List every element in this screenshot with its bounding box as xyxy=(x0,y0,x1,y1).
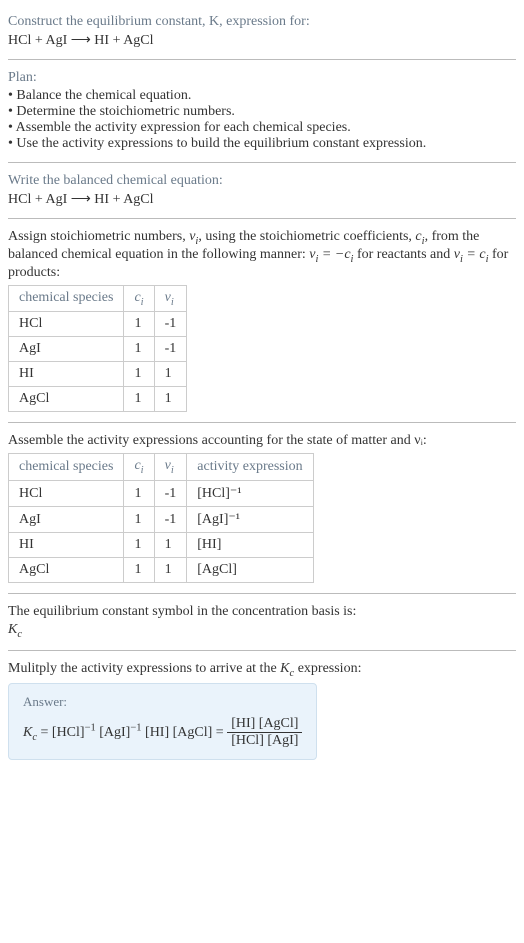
fraction: [HI] [AgCl] [HCl] [AgI] xyxy=(227,716,302,749)
rel-reactants: νi = −ci xyxy=(309,247,353,262)
cell-species: HCl xyxy=(9,312,124,337)
divider xyxy=(8,593,516,594)
cell-expr: [AgI]⁻¹ xyxy=(187,507,313,533)
table-row: AgI 1 -1 [AgI]⁻¹ xyxy=(9,507,314,533)
table-header-row: chemical species ci νi xyxy=(9,285,187,312)
cell-nu: 1 xyxy=(154,387,187,412)
cell-nu: -1 xyxy=(154,481,187,507)
cell-species: AgI xyxy=(9,337,124,362)
cell-c: 1 xyxy=(124,533,154,558)
divider xyxy=(8,59,516,60)
activity-table: chemical species ci νi activity expressi… xyxy=(8,453,314,583)
col-species: chemical species xyxy=(9,285,124,312)
plan-list: Balance the chemical equation. Determine… xyxy=(8,88,516,152)
kc-symbol-value: Kc xyxy=(8,622,516,640)
plan-item: Determine the stoichiometric numbers. xyxy=(8,104,516,120)
table-row: AgCl 1 1 xyxy=(9,387,187,412)
plan-item: Assemble the activity expression for eac… xyxy=(8,120,516,136)
col-c: ci xyxy=(124,285,154,312)
col-species: chemical species xyxy=(9,454,124,481)
prompt-title: Construct the equilibrium constant, K, e… xyxy=(8,14,516,30)
divider xyxy=(8,422,516,423)
cell-c: 1 xyxy=(124,558,154,583)
prompt-section: Construct the equilibrium constant, K, e… xyxy=(8,8,516,55)
plan-section: Plan: Balance the chemical equation. Det… xyxy=(8,64,516,158)
cell-nu: -1 xyxy=(154,337,187,362)
prompt-equation: HCl + AgI ⟶ HI + AgCl xyxy=(8,32,516,49)
cell-c: 1 xyxy=(124,507,154,533)
cell-expr: [HI] xyxy=(187,533,313,558)
kc-symbol-section: The equilibrium constant symbol in the c… xyxy=(8,598,516,646)
cell-c: 1 xyxy=(124,337,154,362)
fraction-numerator: [HI] [AgCl] xyxy=(227,716,302,733)
c-symbol: ci xyxy=(415,229,424,244)
multiply-title: Mulitply the activity expressions to arr… xyxy=(8,661,516,679)
col-nu: νi xyxy=(154,454,187,481)
cell-species: AgI xyxy=(9,507,124,533)
text: , using the stoichiometric coefficients, xyxy=(198,229,415,244)
rel-products: νi = ci xyxy=(454,247,489,262)
cell-c: 1 xyxy=(124,312,154,337)
stoich-intro: Assign stoichiometric numbers, νi, using… xyxy=(8,229,516,281)
divider xyxy=(8,650,516,651)
cell-species: HI xyxy=(9,362,124,387)
divider xyxy=(8,218,516,219)
text: Assign stoichiometric numbers, xyxy=(8,229,189,244)
answer-box: Answer: Kc = [HCl]−1 [AgI]−1 [HI] [AgCl]… xyxy=(8,683,317,760)
kc-symbol-title: The equilibrium constant symbol in the c… xyxy=(8,604,516,620)
cell-nu: 1 xyxy=(154,362,187,387)
divider xyxy=(8,162,516,163)
cell-species: HCl xyxy=(9,481,124,507)
kc-lhs: Kc xyxy=(23,725,37,740)
multiply-section: Mulitply the activity expressions to arr… xyxy=(8,655,516,766)
answer-label: Answer: xyxy=(23,694,302,710)
stoich-section: Assign stoichiometric numbers, νi, using… xyxy=(8,223,516,418)
text: for reactants and xyxy=(353,247,453,262)
plan-item: Balance the chemical equation. xyxy=(8,88,516,104)
activity-title: Assemble the activity expressions accoun… xyxy=(8,433,516,449)
cell-species: AgCl xyxy=(9,387,124,412)
col-nu: νi xyxy=(154,285,187,312)
balanced-equation: HCl + AgI ⟶ HI + AgCl xyxy=(8,191,516,208)
nu-symbol: νi xyxy=(189,229,198,244)
cell-c: 1 xyxy=(124,481,154,507)
cell-nu: 1 xyxy=(154,533,187,558)
table-row: HCl 1 -1 xyxy=(9,312,187,337)
table-row: HI 1 1 [HI] xyxy=(9,533,314,558)
eq-text: = [HCl]−1 [AgI]−1 [HI] [AgCl] = xyxy=(41,725,228,740)
col-expr: activity expression xyxy=(187,454,313,481)
cell-c: 1 xyxy=(124,387,154,412)
plan-item: Use the activity expressions to build th… xyxy=(8,136,516,152)
table-row: HCl 1 -1 [HCl]⁻¹ xyxy=(9,481,314,507)
cell-species: AgCl xyxy=(9,558,124,583)
cell-nu: -1 xyxy=(154,312,187,337)
table-row: HI 1 1 xyxy=(9,362,187,387)
cell-expr: [HCl]⁻¹ xyxy=(187,481,313,507)
cell-c: 1 xyxy=(124,362,154,387)
cell-expr: [AgCl] xyxy=(187,558,313,583)
balanced-title: Write the balanced chemical equation: xyxy=(8,173,516,189)
answer-expression: Kc = [HCl]−1 [AgI]−1 [HI] [AgCl] = [HI] … xyxy=(23,716,302,749)
activity-section: Assemble the activity expressions accoun… xyxy=(8,427,516,589)
table-row: AgI 1 -1 xyxy=(9,337,187,362)
table-header-row: chemical species ci νi activity expressi… xyxy=(9,454,314,481)
cell-nu: -1 xyxy=(154,507,187,533)
cell-nu: 1 xyxy=(154,558,187,583)
col-c: ci xyxy=(124,454,154,481)
plan-title: Plan: xyxy=(8,70,516,86)
cell-species: HI xyxy=(9,533,124,558)
table-row: AgCl 1 1 [AgCl] xyxy=(9,558,314,583)
balanced-section: Write the balanced chemical equation: HC… xyxy=(8,167,516,214)
stoich-table: chemical species ci νi HCl 1 -1 AgI 1 -1… xyxy=(8,285,187,413)
fraction-denominator: [HCl] [AgI] xyxy=(227,733,302,749)
